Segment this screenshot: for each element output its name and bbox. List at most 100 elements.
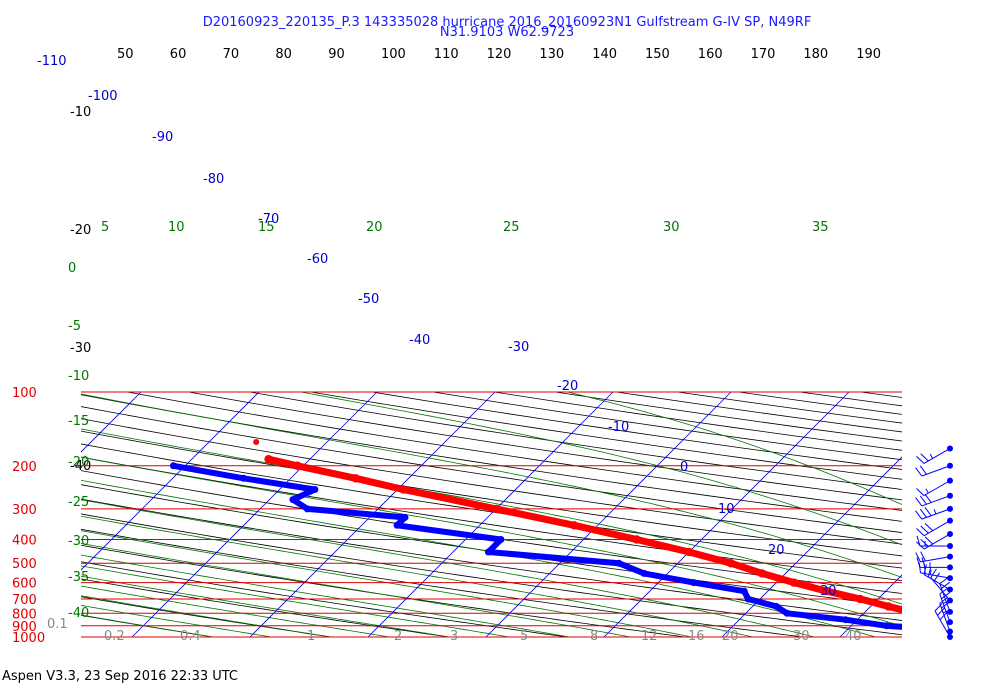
isotherm bbox=[81, 391, 260, 571]
dry-adiabat bbox=[81, 578, 452, 637]
wind-barb-flag bbox=[918, 562, 921, 573]
isotherm-label: -80 bbox=[203, 172, 224, 187]
isotherm bbox=[485, 391, 732, 637]
theta-label: 150 bbox=[645, 47, 670, 62]
dry-adiabat bbox=[922, 392, 1000, 642]
wind-barb-flag bbox=[941, 592, 951, 600]
wind-barb-flag bbox=[939, 596, 949, 604]
pressure-label: 800 bbox=[12, 607, 37, 622]
grid-lines bbox=[81, 391, 1000, 642]
isotherm-label: -40 bbox=[409, 333, 430, 348]
theta-label: 80 bbox=[275, 47, 292, 62]
dry-adiabat bbox=[81, 528, 806, 637]
dewpoint-point bbox=[311, 485, 319, 493]
isotherm-label: -90 bbox=[152, 130, 173, 145]
dry-adiabat bbox=[983, 392, 1000, 642]
dry-adiabat bbox=[81, 456, 902, 582]
mixing-ratio-label: 8 bbox=[590, 629, 598, 644]
isotherm bbox=[721, 456, 902, 637]
isotherm-label: 20 bbox=[768, 543, 785, 558]
wind-barb-half-flag bbox=[933, 509, 937, 515]
moist-adiabat bbox=[81, 530, 694, 637]
isotherm bbox=[839, 574, 902, 637]
theta-label: 170 bbox=[751, 47, 776, 62]
pressure-label: 100 bbox=[12, 386, 37, 401]
isotherm-label: -60 bbox=[307, 252, 328, 267]
moist-adiabat-label: 25 bbox=[503, 220, 520, 235]
theta-label: 60 bbox=[170, 47, 187, 62]
dewpoint-point bbox=[783, 609, 791, 617]
isotherm bbox=[603, 391, 850, 637]
wind-barb-half-flag bbox=[929, 569, 932, 575]
dry-adiabat bbox=[188, 391, 902, 501]
theta-label: 130 bbox=[539, 47, 564, 62]
wind-barb-flag bbox=[924, 493, 932, 503]
dewpoint-point bbox=[969, 631, 976, 638]
isotherm-label: -10 bbox=[608, 420, 629, 435]
dry-adiabat bbox=[127, 391, 902, 511]
wind-barb-flag bbox=[920, 551, 926, 562]
mixing-ratio-label: 0.1 bbox=[47, 617, 68, 632]
temperature-label-left: -30 bbox=[70, 341, 91, 356]
pressure-label: 1000 bbox=[12, 631, 45, 646]
moist-adiabat bbox=[81, 575, 452, 637]
wind-barb-flag bbox=[916, 455, 925, 464]
mixing-ratio-label: 20 bbox=[722, 629, 739, 644]
isotherm bbox=[131, 391, 378, 637]
wind-barb-flag bbox=[933, 572, 941, 582]
wind-barb-flag bbox=[939, 611, 948, 621]
wind-barb-flag bbox=[919, 495, 927, 505]
dewpoint-point bbox=[303, 505, 311, 513]
moist-left-label: -5 bbox=[68, 319, 81, 334]
moist-adiabat bbox=[81, 479, 878, 637]
wind-barb-flag bbox=[915, 552, 921, 563]
mixing-ratio-label: 0.4 bbox=[180, 629, 201, 644]
dewpoint-point bbox=[744, 595, 752, 603]
mixing-ratio-label: 1 bbox=[307, 629, 315, 644]
mixing-ratio-label: 16 bbox=[688, 629, 705, 644]
temperature-point bbox=[974, 625, 982, 633]
moist-adiabat-label: 30 bbox=[663, 220, 680, 235]
pressure-label: 500 bbox=[12, 557, 37, 572]
moist-adiabat-label: 35 bbox=[812, 220, 829, 235]
moist-adiabat bbox=[81, 515, 755, 637]
isotherm-label: -20 bbox=[557, 379, 578, 394]
dry-adiabat bbox=[81, 498, 902, 621]
dry-adiabat bbox=[81, 513, 902, 636]
theta-label: 190 bbox=[856, 47, 881, 62]
pressure-label: 400 bbox=[12, 534, 37, 549]
wind-barb-flag bbox=[916, 535, 921, 547]
dewpoint-point bbox=[484, 548, 492, 556]
theta-label: 140 bbox=[592, 47, 617, 62]
theta-label: 110 bbox=[434, 47, 459, 62]
dewpoint-point bbox=[497, 536, 505, 544]
pressure-label: 900 bbox=[12, 620, 37, 635]
dry-adiabat bbox=[677, 391, 902, 424]
dry-adiabat bbox=[371, 391, 902, 470]
temperature-label-left: -20 bbox=[70, 223, 91, 238]
moist-adiabat bbox=[81, 565, 512, 637]
wind-barb-flag bbox=[923, 564, 927, 575]
dry-adiabat bbox=[310, 391, 902, 480]
wind-barb-flag bbox=[937, 607, 946, 616]
wind-barb-flag bbox=[920, 525, 929, 534]
moist-adiabat bbox=[81, 554, 572, 637]
wind-barb-flag bbox=[924, 536, 934, 545]
moist-left-label: -15 bbox=[68, 414, 89, 429]
footer-version: Aspen V3.3, 23 Sep 2016 22:33 UTC bbox=[2, 669, 239, 684]
dewpoint-point bbox=[401, 513, 409, 521]
isotherm-label: -30 bbox=[508, 340, 529, 355]
dewpoint-point bbox=[393, 521, 401, 529]
wind-barb-shaft bbox=[939, 583, 951, 613]
wind-barb-shaft bbox=[923, 480, 951, 497]
dry-adiabat bbox=[81, 406, 902, 533]
mixing-ratio-label: 2 bbox=[394, 629, 402, 644]
pressure-label: 700 bbox=[12, 593, 37, 608]
moist-adiabat-label: 10 bbox=[168, 220, 185, 235]
wind-barb-shaft bbox=[939, 603, 951, 632]
wind-barbs bbox=[915, 445, 953, 640]
wind-barb-flag bbox=[916, 488, 925, 496]
moist-left-label: -25 bbox=[68, 495, 89, 510]
wind-barb-flag bbox=[919, 465, 927, 475]
dewpoint-line bbox=[170, 462, 902, 630]
